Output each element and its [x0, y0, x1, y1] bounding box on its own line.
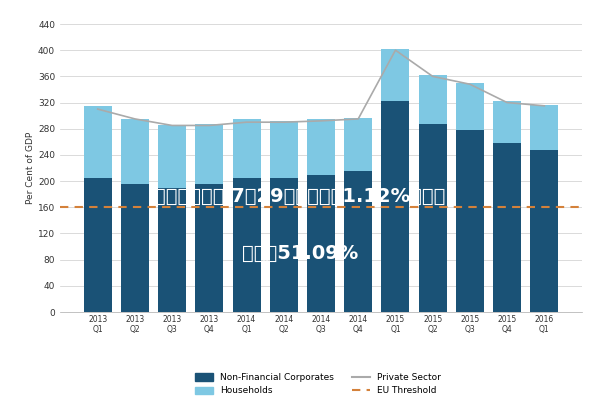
Text: 聊城股票配资 7月29日今飞转倆1.12%，转股: 聊城股票配资 7月29日今飞转倆1.12%，转股	[154, 187, 446, 206]
Bar	[344, 171, 372, 312]
Bar	[419, 75, 446, 124]
Bar	[382, 101, 409, 312]
Bar	[456, 83, 484, 130]
Bar	[307, 119, 335, 174]
Bar	[419, 124, 446, 312]
Bar	[84, 106, 112, 178]
Bar	[121, 184, 149, 312]
Text: 溢价甁51.09%: 溢价甁51.09%	[242, 244, 358, 263]
Bar	[530, 150, 558, 312]
Bar	[493, 143, 521, 312]
Bar	[84, 178, 112, 312]
Bar	[158, 188, 186, 312]
Bar	[456, 130, 484, 312]
Legend: Non-Financial Corporates, Households, Private Sector, EU Threshold: Non-Financial Corporates, Households, Pr…	[195, 373, 441, 396]
Bar	[530, 105, 558, 150]
Bar	[196, 184, 223, 312]
Bar	[196, 124, 223, 184]
Bar	[233, 119, 260, 178]
Y-axis label: Per Cent of GDP: Per Cent of GDP	[26, 132, 35, 204]
Bar	[158, 126, 186, 188]
Bar	[382, 49, 409, 101]
Bar	[344, 118, 372, 171]
Bar	[233, 178, 260, 312]
Bar	[307, 174, 335, 312]
Bar	[270, 178, 298, 312]
Bar	[270, 121, 298, 178]
Bar	[121, 119, 149, 184]
Bar	[493, 100, 521, 143]
